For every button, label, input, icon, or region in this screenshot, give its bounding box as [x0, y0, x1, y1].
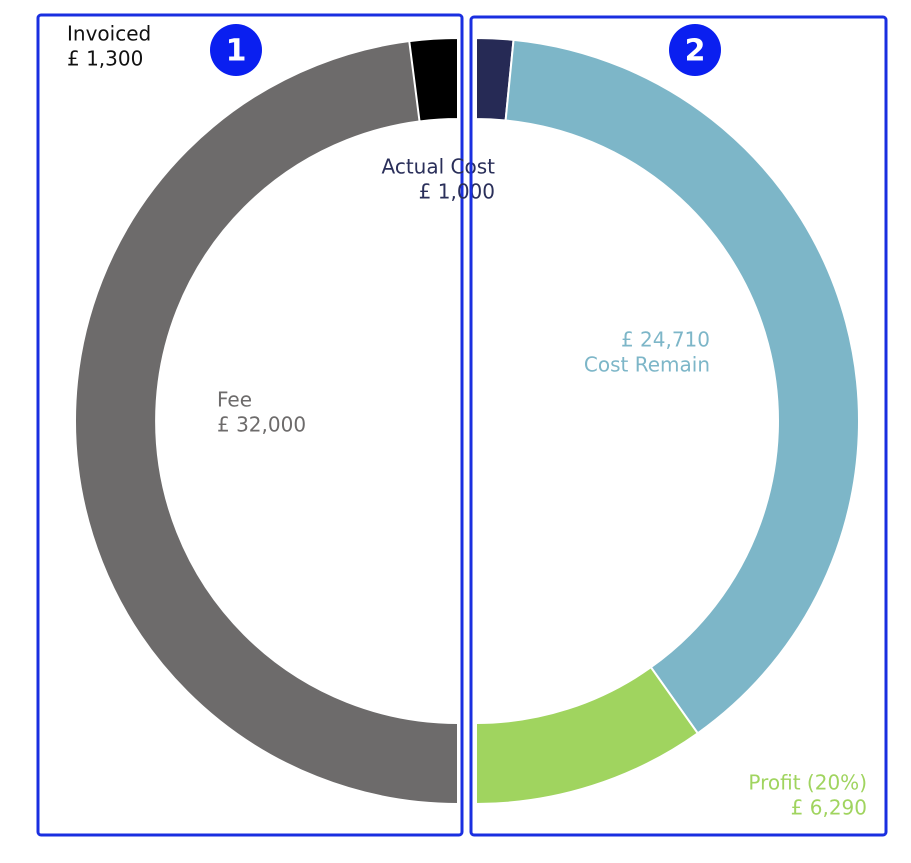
segment-value: £ 32,000 [217, 413, 306, 437]
segment-value: £ 6,290 [791, 796, 867, 820]
segment-value: £ 1,300 [67, 47, 143, 71]
panel-number: 2 [685, 34, 706, 69]
segment-name: Fee [217, 388, 252, 412]
segment-value: £ 24,710 [621, 328, 710, 352]
segment-name: Cost Remain [584, 353, 710, 377]
panel-badge [210, 24, 262, 76]
segment-value: £ 1,000 [419, 180, 495, 204]
segment [475, 665, 700, 806]
panel-badge [669, 24, 721, 76]
segment-name: Actual Cost [382, 155, 496, 179]
panel-frame [469, 15, 888, 837]
panel-number: 1 [226, 34, 247, 69]
segment-name: Invoiced [67, 22, 151, 46]
segment [408, 36, 459, 123]
segment [504, 38, 860, 735]
segment-name: Profit (20%) [748, 771, 867, 795]
panel-frame [36, 13, 464, 837]
